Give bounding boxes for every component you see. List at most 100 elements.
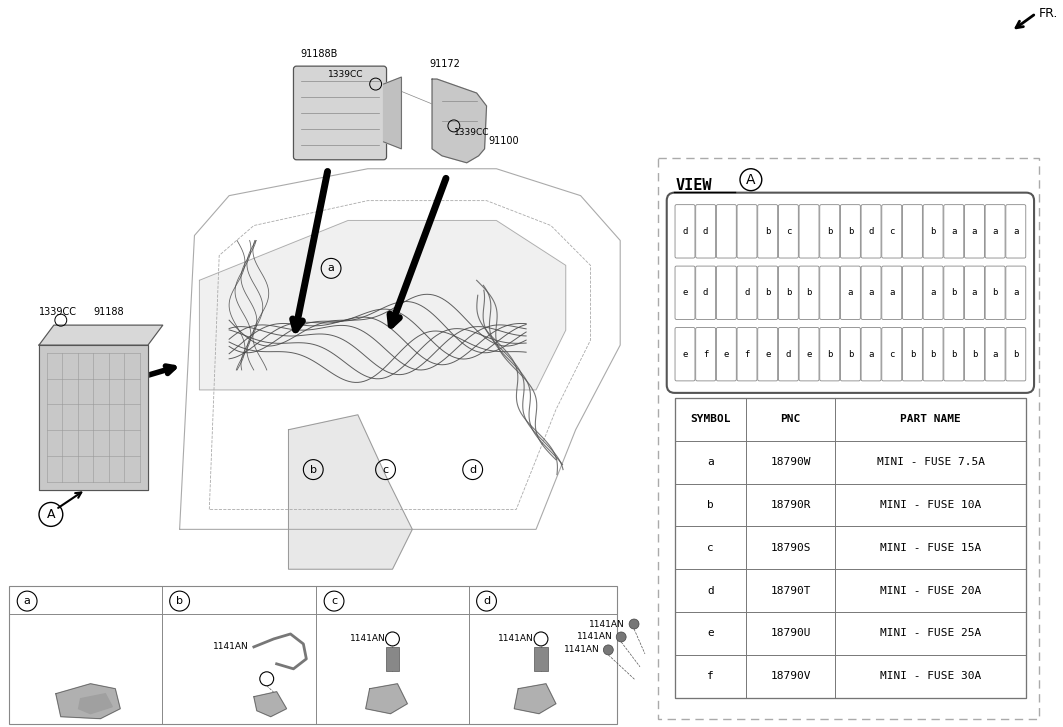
FancyBboxPatch shape <box>737 328 757 381</box>
Text: f: f <box>744 350 749 358</box>
Polygon shape <box>514 684 556 714</box>
Bar <box>675 398 1026 698</box>
Text: a: a <box>972 227 977 236</box>
FancyBboxPatch shape <box>985 205 1006 258</box>
Polygon shape <box>384 77 402 149</box>
FancyBboxPatch shape <box>944 205 964 258</box>
Text: a: a <box>993 227 998 236</box>
Text: 1339CC: 1339CC <box>328 70 364 79</box>
FancyBboxPatch shape <box>758 205 778 258</box>
Text: 91188B: 91188B <box>301 49 338 59</box>
FancyBboxPatch shape <box>861 205 881 258</box>
Text: c: c <box>889 227 894 236</box>
Text: b: b <box>930 227 935 236</box>
FancyBboxPatch shape <box>667 193 1034 393</box>
Text: b: b <box>951 289 957 297</box>
Text: d: d <box>469 465 476 475</box>
Text: 18790V: 18790V <box>771 671 811 681</box>
FancyBboxPatch shape <box>820 328 840 381</box>
Text: b: b <box>827 227 832 236</box>
Text: PART NAME: PART NAME <box>900 414 961 425</box>
Text: 1141AN: 1141AN <box>576 632 612 641</box>
Text: MINI - FUSE 30A: MINI - FUSE 30A <box>880 671 981 681</box>
Bar <box>386 647 400 671</box>
Text: b: b <box>786 289 791 297</box>
FancyBboxPatch shape <box>778 266 798 319</box>
Text: a: a <box>327 263 335 273</box>
Text: b: b <box>951 350 957 358</box>
Text: 1141AN: 1141AN <box>499 635 534 643</box>
Circle shape <box>629 619 639 629</box>
FancyBboxPatch shape <box>902 266 923 319</box>
Text: b: b <box>993 289 998 297</box>
Text: 91188: 91188 <box>94 308 124 317</box>
Text: b: b <box>972 350 977 358</box>
FancyBboxPatch shape <box>882 205 901 258</box>
Text: a: a <box>951 227 957 236</box>
Text: MINI - FUSE 15A: MINI - FUSE 15A <box>880 543 981 553</box>
Text: 18790R: 18790R <box>771 500 811 510</box>
Text: c: c <box>331 596 337 606</box>
Text: a: a <box>930 289 935 297</box>
Text: MINI - FUSE 25A: MINI - FUSE 25A <box>880 628 981 638</box>
FancyBboxPatch shape <box>716 328 737 381</box>
FancyBboxPatch shape <box>695 266 715 319</box>
FancyBboxPatch shape <box>841 328 860 381</box>
FancyBboxPatch shape <box>882 266 901 319</box>
Polygon shape <box>288 415 412 569</box>
Polygon shape <box>39 325 163 345</box>
FancyBboxPatch shape <box>799 205 819 258</box>
Text: f: f <box>703 350 708 358</box>
FancyBboxPatch shape <box>861 328 881 381</box>
FancyBboxPatch shape <box>923 328 943 381</box>
FancyBboxPatch shape <box>944 328 964 381</box>
FancyBboxPatch shape <box>758 266 778 319</box>
FancyBboxPatch shape <box>799 328 819 381</box>
Text: b: b <box>827 350 832 358</box>
Text: e: e <box>682 289 688 297</box>
FancyBboxPatch shape <box>944 266 964 319</box>
FancyBboxPatch shape <box>1006 328 1026 381</box>
Text: SYMBOL: SYMBOL <box>690 414 730 425</box>
Polygon shape <box>254 692 287 717</box>
Text: e: e <box>707 628 713 638</box>
Text: d: d <box>707 586 713 595</box>
Text: d: d <box>703 227 708 236</box>
FancyBboxPatch shape <box>716 266 737 319</box>
Text: a: a <box>1013 289 1018 297</box>
Text: e: e <box>765 350 771 358</box>
FancyBboxPatch shape <box>737 205 757 258</box>
Circle shape <box>604 645 613 655</box>
Text: VIEW: VIEW <box>676 178 712 193</box>
Text: 91172: 91172 <box>429 59 460 69</box>
Text: d: d <box>786 350 791 358</box>
Text: b: b <box>176 596 183 606</box>
Text: 1141AN: 1141AN <box>563 646 600 654</box>
Polygon shape <box>200 220 566 390</box>
Bar <box>10 586 618 723</box>
Text: a: a <box>868 350 874 358</box>
Bar <box>658 158 1039 718</box>
Text: PNC: PNC <box>780 414 800 425</box>
Text: a: a <box>889 289 894 297</box>
Text: 18790T: 18790T <box>771 586 811 595</box>
Text: A: A <box>746 173 756 187</box>
FancyBboxPatch shape <box>820 266 840 319</box>
FancyBboxPatch shape <box>1006 266 1026 319</box>
FancyBboxPatch shape <box>861 266 881 319</box>
Bar <box>534 647 547 671</box>
FancyBboxPatch shape <box>964 205 984 258</box>
FancyBboxPatch shape <box>293 66 387 160</box>
Text: a: a <box>847 289 854 297</box>
Text: b: b <box>847 227 854 236</box>
Text: 18790W: 18790W <box>771 457 811 467</box>
FancyBboxPatch shape <box>923 266 943 319</box>
Text: 1141AN: 1141AN <box>589 619 625 629</box>
FancyBboxPatch shape <box>1006 205 1026 258</box>
FancyBboxPatch shape <box>695 205 715 258</box>
FancyBboxPatch shape <box>964 266 984 319</box>
Polygon shape <box>366 684 407 714</box>
Text: A: A <box>47 508 55 521</box>
FancyBboxPatch shape <box>985 266 1006 319</box>
FancyBboxPatch shape <box>716 205 737 258</box>
